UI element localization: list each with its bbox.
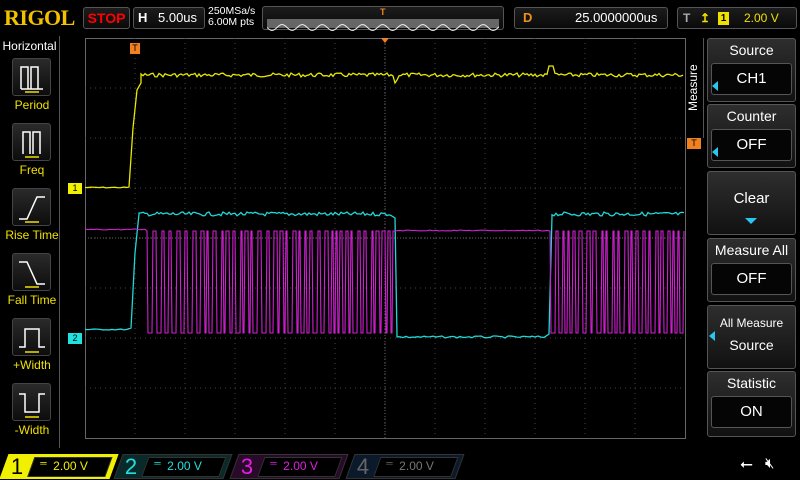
ch3-scale: 2.00 V — [283, 459, 318, 473]
freq-button[interactable] — [12, 123, 51, 161]
arrow-left-icon — [712, 147, 718, 157]
period-button[interactable] — [12, 58, 51, 96]
measure-all-label: Measure All — [714, 242, 789, 258]
menu-title: Horizontal — [2, 39, 57, 53]
trigger-source-badge: 1 — [718, 12, 729, 25]
arrow-down-icon — [745, 218, 757, 224]
d-label: D — [523, 10, 533, 25]
ch4-number: 4 — [356, 454, 370, 479]
horizontal-measure-menu: Horizontal Period Freq Rise Time Fall Time +… — [0, 36, 60, 448]
timebase-display[interactable]: H 5.00us — [133, 7, 205, 29]
menu-item-label: Fall Time — [7, 293, 57, 307]
pos-width-button[interactable] — [12, 318, 51, 356]
all-measure-label: All Measure — [719, 316, 784, 330]
dc-coupling-icon: ═ — [386, 458, 393, 468]
trigger-level: 2.00 V — [744, 11, 779, 25]
menu-item-label: -Width — [14, 423, 50, 437]
t-label: T — [683, 11, 691, 25]
clear-button[interactable]: Clear — [707, 171, 796, 235]
rise-time-button[interactable] — [12, 188, 51, 226]
neg-width-button[interactable] — [12, 383, 51, 421]
menu-item-label: Rise Time — [5, 228, 59, 242]
memory-overview: T — [262, 6, 504, 32]
ch2-waveform — [85, 211, 685, 339]
fall-time-icon — [19, 261, 45, 288]
dc-coupling-icon: ═ — [270, 458, 277, 468]
ch2-button[interactable]: 2 ═ 2.00 V — [113, 454, 233, 479]
pos-width-icon — [19, 328, 45, 353]
ch1-number: 1 — [10, 454, 24, 479]
run-stop-status[interactable]: STOP — [83, 7, 130, 29]
sound-muted-icon[interactable]: 🔇︎ — [765, 455, 775, 472]
measure-all-button[interactable]: Measure All OFF — [707, 238, 796, 302]
trigger-level-marker[interactable]: T — [687, 138, 701, 149]
ch3-button[interactable]: 3 ═ 2.00 V — [229, 454, 349, 479]
usb-icon: ⭠ — [740, 456, 753, 473]
delay-value: 25.0000000us — [575, 10, 658, 25]
timebase-value: 5.00us — [158, 10, 198, 25]
ch4-button[interactable]: 4 ═ 2.00 V — [345, 454, 465, 479]
clear-label: Clear — [733, 190, 770, 207]
ch1-scale: 2.00 V — [53, 459, 88, 473]
ch2-number: 2 — [124, 454, 138, 479]
dc-coupling-icon: ═ — [154, 458, 161, 468]
measure-tab: Measure — [686, 38, 704, 138]
ch3-number: 3 — [240, 454, 254, 479]
memory-waveform-icon — [266, 23, 500, 32]
trigger-display[interactable]: T ↥ 1 2.00 V — [677, 7, 797, 29]
trigger-time-marker[interactable]: T — [130, 43, 140, 54]
measure-all-value: OFF — [711, 263, 792, 295]
dc-coupling-icon: ═ — [40, 458, 47, 468]
ch1-button[interactable]: 1 ═ 2.00 V — [0, 454, 119, 479]
menu-item-label: +Width — [13, 358, 51, 372]
memory-depth: 6.00M pts — [208, 16, 255, 28]
ch4-scale: 2.00 V — [399, 459, 434, 473]
source-value: CH1 — [711, 63, 792, 95]
source-button[interactable]: Source CH1 — [707, 38, 796, 102]
all-measure-source-button[interactable]: All Measure Source — [707, 305, 796, 369]
ch1-waveform — [85, 65, 684, 189]
sample-rate: 250MSa/s — [208, 5, 256, 17]
fall-time-button[interactable] — [12, 253, 51, 291]
h-label: H — [138, 10, 148, 25]
menu-item-label: Freq — [19, 163, 45, 177]
menu-item-label: Period — [14, 98, 50, 112]
ch2-scale: 2.00 V — [167, 459, 202, 473]
counter-button[interactable]: Counter OFF — [707, 104, 796, 168]
ch3-waveform — [85, 228, 685, 334]
counter-label: Counter — [726, 108, 777, 124]
neg-width-icon — [19, 393, 45, 418]
freq-icon — [22, 131, 41, 158]
trigger-position-marker: T — [380, 7, 386, 17]
period-icon — [20, 66, 43, 93]
rising-edge-icon: ↥ — [700, 11, 711, 25]
source-label: Source — [729, 42, 774, 58]
all-measure-source-label: Source — [729, 337, 774, 353]
arrow-left-icon — [712, 81, 718, 91]
acquisition-info: 250MSa/s 6.00M pts — [208, 6, 255, 28]
counter-value: OFF — [711, 129, 792, 161]
rigol-logo: RIGOL — [4, 5, 75, 30]
ch2-offset-marker[interactable]: 2 — [68, 333, 82, 344]
rise-time-icon — [19, 196, 45, 223]
delay-display[interactable]: D 25.0000000us — [514, 7, 668, 29]
measure-menu: Source CH1 Counter OFF Clear Measure All OF… — [703, 38, 800, 444]
statistic-label: Statistic — [726, 375, 776, 391]
statistic-button[interactable]: Statistic ON — [707, 371, 796, 437]
statistic-value: ON — [711, 396, 792, 428]
center-trigger-marker — [381, 38, 389, 43]
arrow-left-icon — [709, 331, 715, 341]
waveform-display — [85, 38, 686, 439]
ch1-offset-marker[interactable]: 1 — [68, 183, 82, 194]
